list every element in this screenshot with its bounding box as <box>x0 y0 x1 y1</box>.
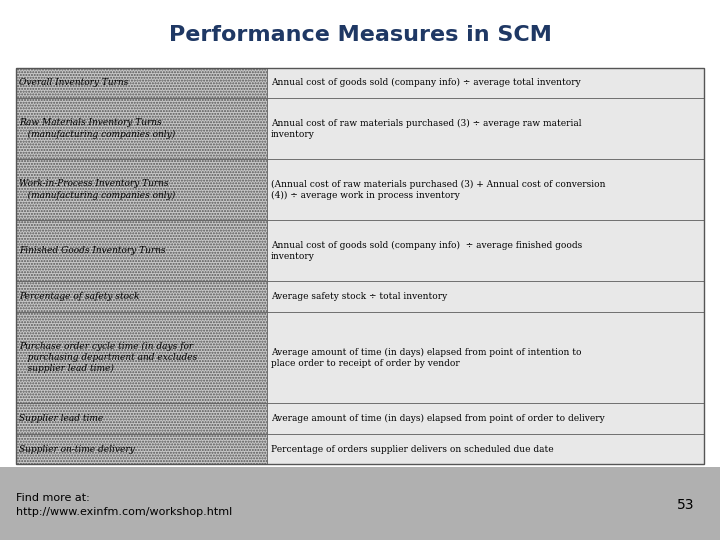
Bar <box>267 159 704 220</box>
Text: (Annual cost of raw materials purchased (3) + Annual cost of conversion
(4)) ÷ a: (Annual cost of raw materials purchased … <box>271 179 606 200</box>
Text: Supplier on-time delivery: Supplier on-time delivery <box>19 444 135 454</box>
Text: Performance Measures in SCM: Performance Measures in SCM <box>168 25 552 45</box>
Bar <box>16 281 267 312</box>
Bar <box>267 281 704 312</box>
Bar <box>267 403 704 434</box>
Bar <box>267 98 704 159</box>
Text: Annual cost of raw materials purchased (3) ÷ average raw material
inventory: Annual cost of raw materials purchased (… <box>271 118 581 139</box>
Text: 53: 53 <box>678 498 695 512</box>
Bar <box>16 403 267 434</box>
Bar <box>267 220 704 281</box>
Bar <box>16 98 267 159</box>
Text: Annual cost of goods sold (company info) ÷ average total inventory: Annual cost of goods sold (company info)… <box>271 78 580 87</box>
Bar <box>16 159 267 220</box>
Bar <box>16 312 267 403</box>
Text: Percentage of orders supplier delivers on scheduled due date: Percentage of orders supplier delivers o… <box>271 444 553 454</box>
Text: Average amount of time (in days) elapsed from point of order to delivery: Average amount of time (in days) elapsed… <box>271 414 604 423</box>
Bar <box>267 68 704 98</box>
Text: Find more at:
http://www.exinfm.com/workshop.html: Find more at: http://www.exinfm.com/work… <box>16 493 232 517</box>
Bar <box>16 220 267 281</box>
Text: Annual cost of goods sold (company info)  ÷ average finished goods
inventory: Annual cost of goods sold (company info)… <box>271 241 582 261</box>
Text: Raw Materials Inventory Turns
   (manufacturing companies only): Raw Materials Inventory Turns (manufactu… <box>19 118 176 139</box>
Text: Supplier lead time: Supplier lead time <box>19 414 104 423</box>
Bar <box>267 434 704 464</box>
Bar <box>0 467 720 540</box>
Text: Purchase order cycle time (in days for
   purchasing department and excludes
   : Purchase order cycle time (in days for p… <box>19 342 198 373</box>
Text: Average amount of time (in days) elapsed from point of intention to
place order : Average amount of time (in days) elapsed… <box>271 347 581 368</box>
Text: Average safety stock ÷ total inventory: Average safety stock ÷ total inventory <box>271 292 447 301</box>
Bar <box>16 434 267 464</box>
Text: Work-in-Process Inventory Turns
   (manufacturing companies only): Work-in-Process Inventory Turns (manufac… <box>19 179 176 200</box>
Text: Percentage of safety stock: Percentage of safety stock <box>19 292 140 301</box>
Bar <box>267 312 704 403</box>
Bar <box>16 68 267 98</box>
Text: Overall Inventory Turns: Overall Inventory Turns <box>19 78 129 87</box>
Text: Finished Goods Inventory Turns: Finished Goods Inventory Turns <box>19 246 166 255</box>
Bar <box>16 68 704 464</box>
